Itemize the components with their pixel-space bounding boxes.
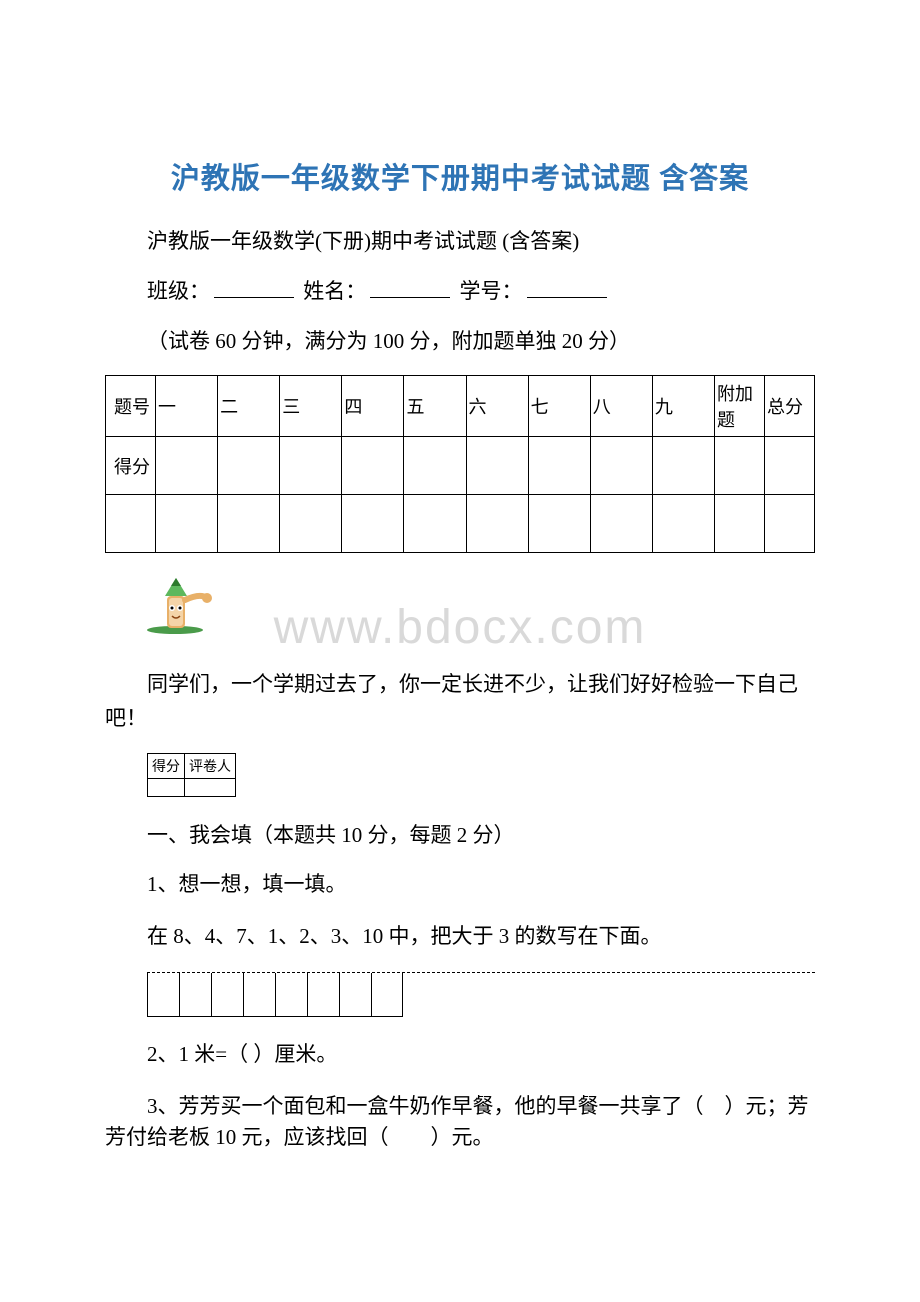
answer-boxes-inner (147, 972, 815, 1017)
score-cell[interactable] (156, 437, 218, 495)
empty-cell (218, 495, 280, 553)
empty-cell (404, 495, 466, 553)
pencil-icon (145, 568, 815, 643)
defen-header: 得分 (148, 754, 185, 779)
table-row: 得分 (106, 437, 815, 495)
subtitle: 沪教版一年级数学(下册)期中考试试题 (含答案) (105, 225, 815, 255)
score-cell[interactable] (280, 437, 342, 495)
grading-table: 得分 评卷人 (147, 753, 236, 797)
answer-box[interactable] (147, 973, 179, 1017)
answer-box[interactable] (275, 973, 307, 1017)
empty-cell (280, 495, 342, 553)
score-cell[interactable] (652, 437, 714, 495)
section-1-title: 一、我会填（本题共 10 分，每题 2 分） (105, 819, 815, 849)
header-cell: 总分 (765, 376, 815, 437)
score-label-cell: 得分 (106, 437, 156, 495)
score-cell[interactable] (466, 437, 528, 495)
empty-cell (652, 495, 714, 553)
grader-header: 评卷人 (185, 754, 236, 779)
question-1-text: 在 8、4、7、1、2、3、10 中，把大于 3 的数写在下面。 (105, 921, 815, 953)
score-cell[interactable] (715, 437, 765, 495)
answer-box[interactable] (339, 973, 371, 1017)
name-label: 姓名： (303, 279, 366, 303)
answer-box[interactable] (243, 973, 275, 1017)
student-info-line: 班级： 姓名： 学号： (105, 275, 815, 305)
answer-box[interactable] (211, 973, 243, 1017)
intro-text: 同学们，一个学期过去了，你一定长进不少，让我们好好检验一下自己吧！ (105, 668, 815, 735)
score-cell[interactable] (590, 437, 652, 495)
grader-cell[interactable] (185, 779, 236, 797)
score-cell[interactable] (342, 437, 404, 495)
header-cell: 七 (528, 376, 590, 437)
header-cell: 八 (590, 376, 652, 437)
name-blank[interactable] (370, 277, 450, 298)
header-cell: 四 (342, 376, 404, 437)
answer-boxes (147, 972, 815, 1017)
score-cell[interactable] (528, 437, 590, 495)
empty-cell (342, 495, 404, 553)
table-row: 得分 评卷人 (148, 754, 236, 779)
header-cell: 一 (156, 376, 218, 437)
score-cell[interactable] (765, 437, 815, 495)
question-2: 2、1 米=（ ）厘米。 (105, 1039, 815, 1071)
empty-cell (590, 495, 652, 553)
defen-cell[interactable] (148, 779, 185, 797)
answer-box[interactable] (371, 973, 403, 1017)
header-cell: 九 (652, 376, 714, 437)
answer-box[interactable] (307, 973, 339, 1017)
score-cell[interactable] (218, 437, 280, 495)
table-row (106, 495, 815, 553)
empty-cell (715, 495, 765, 553)
header-cell: 五 (404, 376, 466, 437)
table-row (148, 779, 236, 797)
header-cell: 三 (280, 376, 342, 437)
class-label: 班级： (147, 279, 210, 303)
exam-info: （试卷 60 分钟，满分为 100 分，附加题单独 20 分） (105, 325, 815, 355)
id-label: 学号： (460, 279, 523, 303)
class-blank[interactable] (214, 277, 294, 298)
id-blank[interactable] (527, 277, 607, 298)
answer-box[interactable] (179, 973, 211, 1017)
score-table: 题号 一 二 三 四 五 六 七 八 九 附加题 总分 得分 (105, 375, 815, 553)
header-cell: 题号 (106, 376, 156, 437)
empty-cell (156, 495, 218, 553)
header-cell: 附加题 (715, 376, 765, 437)
question-1: 1、想一想，填一填。 (105, 869, 815, 901)
header-cell: 六 (466, 376, 528, 437)
table-row: 题号 一 二 三 四 五 六 七 八 九 附加题 总分 (106, 376, 815, 437)
empty-cell (765, 495, 815, 553)
header-cell: 二 (218, 376, 280, 437)
page-title: 沪教版一年级数学下册期中考试试题 含答案 (105, 155, 815, 197)
empty-cell (106, 495, 156, 553)
empty-cell (528, 495, 590, 553)
score-cell[interactable] (404, 437, 466, 495)
question-3: 3、芳芳买一个面包和一盒牛奶作早餐，他的早餐一共享了（ ）元；芳芳付给老板 10… (105, 1091, 815, 1154)
empty-cell (466, 495, 528, 553)
